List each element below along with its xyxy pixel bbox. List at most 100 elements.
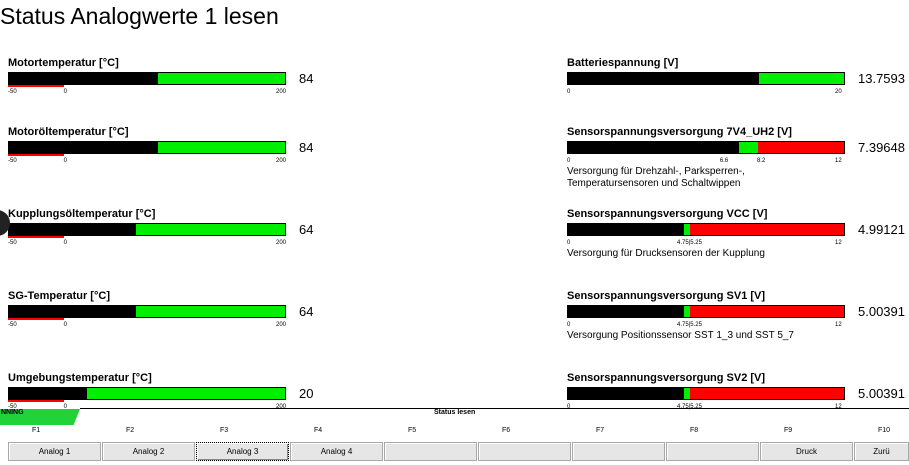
gauge-value: 64	[299, 222, 314, 237]
gauge-tick-label: 4.75|5.25	[677, 240, 702, 246]
gauge-tick-label: 4.75|5.25	[677, 322, 702, 328]
gauge-value-fill	[568, 142, 740, 153]
gauge-label: Sensorspannungsversorgung 7V4_UH2 [V]	[567, 126, 792, 138]
gauge-zone	[689, 388, 844, 399]
gauge-zone	[757, 142, 844, 153]
gauge-tick-label: 200	[276, 404, 287, 410]
gauge-label: Sensorspannungsversorgung SV1 [V]	[567, 290, 766, 302]
gauge-underline	[8, 318, 64, 320]
gauge-tick-label: -50	[8, 158, 17, 164]
gauge-bar	[567, 72, 845, 85]
fkey-label-f10: F10	[878, 427, 891, 434]
gauge-zone	[689, 224, 844, 235]
softkey-f10-button[interactable]: Zurü	[854, 442, 909, 461]
gauge-tick-label: 0	[63, 322, 67, 328]
gauge-value: 13.7593	[858, 71, 905, 86]
status-indicator-circle	[0, 210, 10, 236]
gauge-value-fill	[568, 306, 684, 317]
gauge-tick-label: 200	[276, 240, 287, 246]
gauge-value: 64	[299, 304, 314, 319]
gauge-value-fill	[9, 142, 158, 153]
gauge-zone	[9, 306, 285, 317]
gauge-tick-label: 200	[276, 322, 287, 328]
gauge-zone	[9, 388, 285, 399]
gauge-label: Sensorspannungsversorgung SV2 [V]	[567, 372, 766, 384]
gauge-underline	[8, 400, 64, 402]
gauge-tick-label: 0	[567, 322, 571, 328]
gauge-value: 4.99121	[858, 222, 905, 237]
gauge-tick-label: -50	[8, 89, 17, 95]
gauge-tick-label: -50	[8, 404, 17, 410]
softkey-f6-button[interactable]	[478, 442, 571, 461]
gauge-tick-label: 200	[276, 89, 287, 95]
gauge-value-fill	[9, 388, 87, 399]
softkey-f9-button[interactable]: Druck	[760, 442, 853, 461]
gauge-description: Versorgung für Drucksensoren der Kupplun…	[567, 248, 765, 259]
gauge-tick-label: -50	[8, 240, 17, 246]
gauge-label: Kupplungsöltemperatur [°C]	[8, 208, 156, 220]
fkey-label-f6: F6	[502, 427, 511, 434]
fkey-label-f5: F5	[408, 427, 417, 434]
gauge-zone	[720, 142, 758, 153]
gauge-tick-label: 8.2	[756, 158, 766, 164]
gauge-tick-label: 12	[835, 240, 842, 246]
gauge-tick-label: 0	[567, 240, 571, 246]
gauge-underline	[8, 154, 64, 156]
softkey-f3-button[interactable]: Analog 3	[196, 442, 289, 461]
gauge-bar	[567, 305, 845, 318]
gauge-value-fill	[9, 73, 158, 84]
fkey-label-f1: F1	[32, 427, 41, 434]
fkey-label-f8: F8	[690, 427, 699, 434]
softkey-f2-button[interactable]: Analog 2	[102, 442, 195, 461]
softkey-f5-button[interactable]	[384, 442, 477, 461]
gauge-bar	[8, 141, 286, 154]
gauge-description: Versorgung für Drehzahl-, Parksperren-,	[567, 166, 745, 177]
page-title: Status Analogwerte 1 lesen	[0, 3, 279, 29]
gauge-label: SG-Temperatur [°C]	[8, 290, 110, 302]
gauge-tick-label: 0	[63, 158, 67, 164]
gauge-tick-label: 200	[276, 158, 287, 164]
gauge-label: Batteriespannung [V]	[567, 57, 679, 69]
gauge-tick-label: 12	[835, 404, 842, 410]
running-status-badge: NNING	[0, 409, 80, 425]
gauge-value-fill	[9, 224, 136, 235]
gauge-tick-label: 0	[63, 404, 67, 410]
gauge-value-fill	[568, 388, 684, 399]
gauge-bar	[8, 387, 286, 400]
gauge-tick-label: 12	[835, 322, 842, 328]
gauge-value: 20	[299, 386, 314, 401]
fkey-label-f4: F4	[314, 427, 323, 434]
gauge-bar	[567, 387, 845, 400]
gauge-description: Temperatursensoren und Schaltwippen	[567, 178, 741, 189]
gauge-value: 5.00391	[858, 386, 905, 401]
gauge-description: Versorgung Positionssensor SST 1_3 und S…	[567, 330, 794, 341]
gauge-tick-label: 0	[567, 404, 571, 410]
fkey-label-f7: F7	[596, 427, 605, 434]
gauge-tick-label: 6.6	[719, 158, 729, 164]
softkey-f8-button[interactable]	[666, 442, 759, 461]
gauge-value: 5.00391	[858, 304, 905, 319]
softkey-f1-button[interactable]: Analog 1	[8, 442, 101, 461]
gauge-tick-label: 0	[63, 240, 67, 246]
gauge-bar	[8, 72, 286, 85]
gauge-label: Umgebungstemperatur [°C]	[8, 372, 152, 384]
gauge-value-fill	[568, 73, 760, 84]
fkey-label-f2: F2	[126, 427, 135, 434]
gauge-zone	[678, 224, 690, 235]
gauge-value: 84	[299, 140, 314, 155]
gauge-underline	[8, 236, 64, 238]
gauge-tick-label: 12	[835, 158, 842, 164]
fkey-label-f9: F9	[784, 427, 793, 434]
gauge-underline	[8, 85, 64, 87]
gauge-value: 7.39648	[858, 140, 905, 155]
gauge-tick-label: 20	[835, 89, 842, 95]
softkey-f4-button[interactable]: Analog 4	[290, 442, 383, 461]
gauge-tick-label: 0	[567, 89, 571, 95]
status-caption: Status lesen	[434, 409, 476, 416]
function-key-divider	[80, 408, 909, 409]
gauge-label: Motortemperatur [°C]	[8, 57, 119, 69]
fkey-label-f3: F3	[220, 427, 229, 434]
gauge-zone	[9, 224, 285, 235]
softkey-f7-button[interactable]	[572, 442, 665, 461]
gauge-bar	[567, 141, 845, 154]
